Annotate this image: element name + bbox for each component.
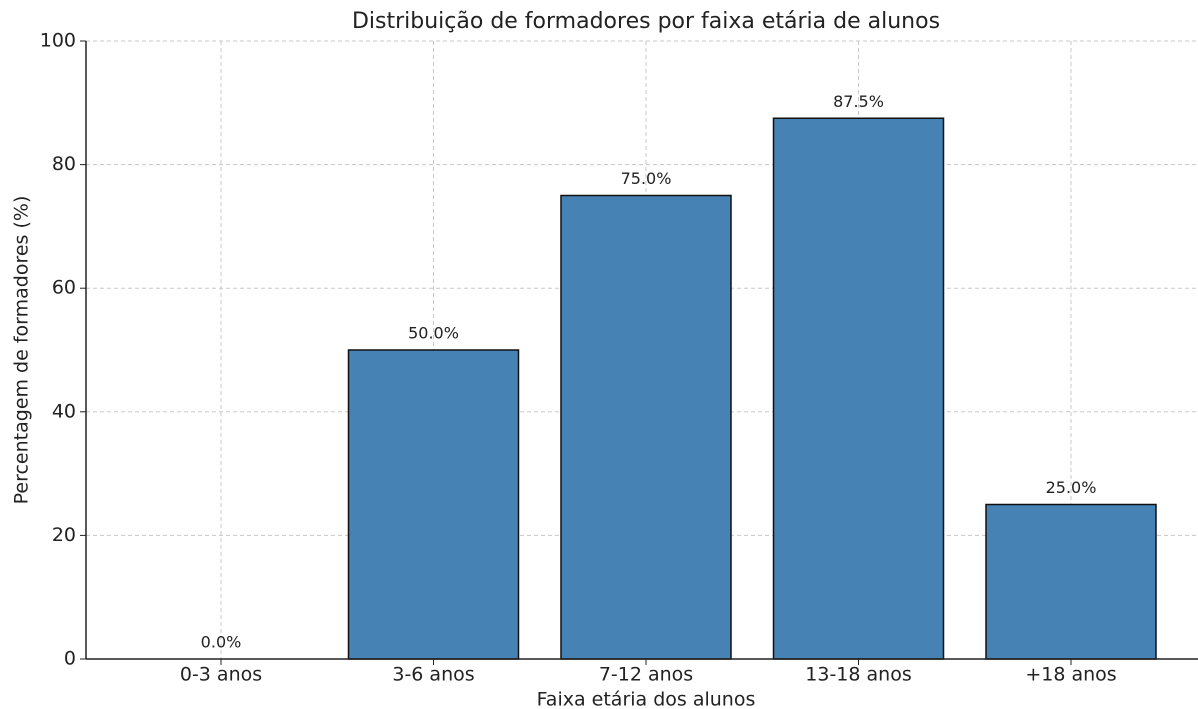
chart-title: Distribuição de formadores por faixa etá…: [352, 9, 940, 34]
bar: [985, 503, 1157, 660]
x-tick-label: 13-18 anos: [805, 664, 911, 686]
y-tick-label: 20: [52, 524, 76, 546]
y-tick-label: 40: [52, 400, 76, 422]
x-tick-label: +18 anos: [1025, 664, 1116, 686]
x-axis-label: Faixa etária dos alunos: [537, 689, 756, 709]
bar: [560, 194, 732, 660]
x-tick-label: 0-3 anos: [180, 664, 262, 686]
x-tick-label: 3-6 anos: [392, 664, 474, 686]
value-label: 50.0%: [408, 324, 459, 343]
value-label: 0.0%: [201, 633, 242, 652]
y-tick-label: 60: [52, 277, 76, 299]
bar: [772, 117, 945, 660]
x-tick-label: 7-12 anos: [599, 664, 693, 686]
value-label: 87.5%: [833, 92, 884, 111]
y-axis-label: Percentagem de formadores (%): [11, 196, 33, 505]
y-tick-label: 80: [52, 153, 76, 175]
bar: [347, 349, 520, 660]
y-tick-label: 0: [64, 648, 76, 670]
value-label: 75.0%: [621, 169, 672, 188]
y-tick-label: 100: [40, 30, 76, 52]
value-label: 25.0%: [1046, 478, 1097, 497]
